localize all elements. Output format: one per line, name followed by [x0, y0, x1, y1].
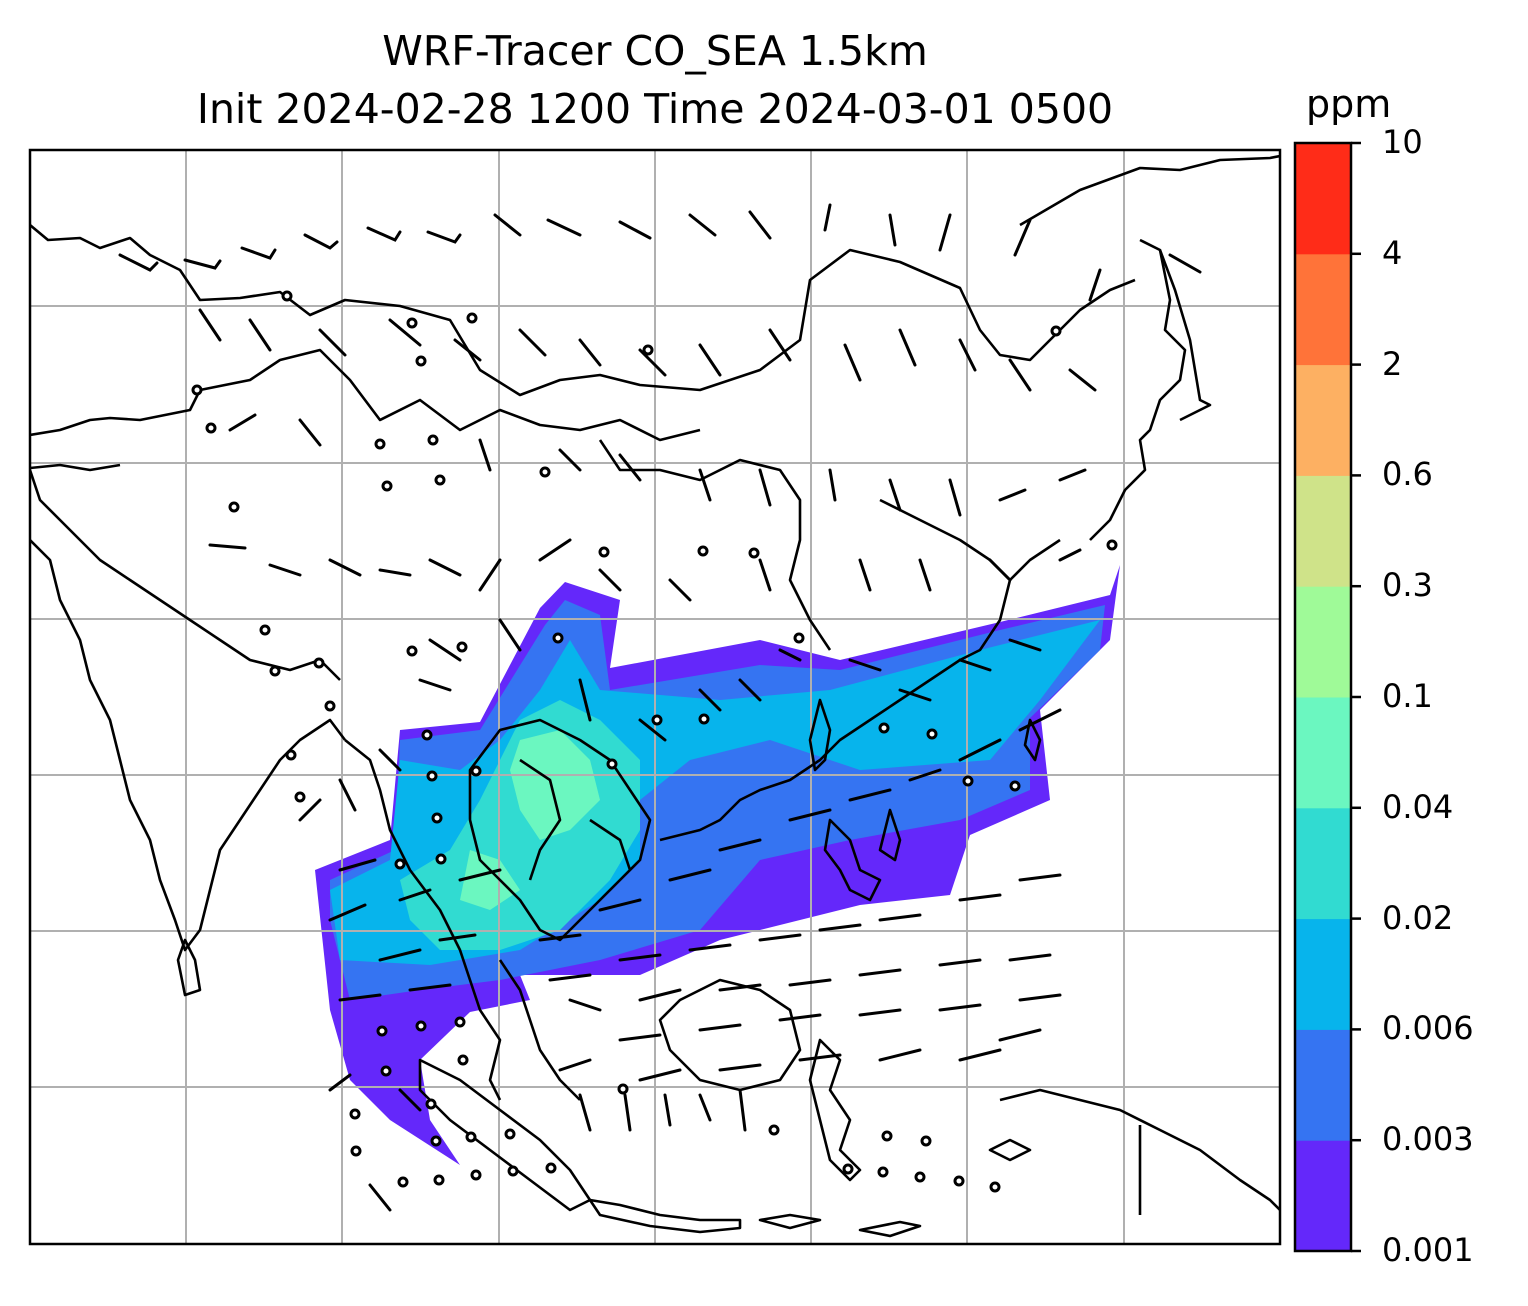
- china-east-coast: [659, 538, 1061, 842]
- colorbar-segment: [1295, 1140, 1351, 1252]
- china-border: [598, 439, 832, 651]
- borneo: [658, 978, 802, 1092]
- malay-peninsula: [498, 959, 581, 1101]
- colorbar-segment: [1295, 807, 1351, 920]
- map-frame: [28, 148, 1282, 1246]
- north-border: [30, 224, 1136, 397]
- calm-wind-markers: [191, 290, 1118, 1193]
- colorbar-segment: [1295, 253, 1351, 366]
- colorbar-segment: [1295, 586, 1351, 698]
- colorbar-tick-label: 0.04: [1382, 787, 1454, 826]
- central-asia-border: [30, 348, 701, 442]
- plume-level-0.04: [510, 730, 600, 840]
- colorbar-segment: [1295, 1029, 1351, 1141]
- colorbar-segments: [1295, 143, 1351, 1252]
- tracer-plume: [315, 565, 1120, 1165]
- sulawesi: [808, 1038, 862, 1182]
- colorbar-tick-label: 0.3: [1382, 566, 1433, 605]
- colorbar-ticks: [1351, 141, 1361, 1253]
- colorbar-tick-label: 0.001: [1382, 1231, 1474, 1269]
- india-coast: [30, 539, 347, 952]
- map-title-line2: Init 2024-02-28 1200 Time 2024-03-01 050…: [196, 85, 1114, 133]
- philippines: [808, 698, 832, 772]
- colorbar-tick-label: 0.006: [1382, 1009, 1474, 1048]
- colorbar-segment: [1295, 697, 1351, 809]
- indochina-coast: [468, 718, 652, 942]
- colorbar-segment: [1295, 918, 1351, 1030]
- map-area: [30, 150, 1280, 1244]
- colorbar-tick-label: 0.003: [1382, 1120, 1474, 1159]
- colorbar-tick-label: 0.02: [1382, 898, 1454, 937]
- java: [588, 1198, 742, 1234]
- colorbar-tick-label: 0.6: [1382, 455, 1433, 494]
- colorbar-segment: [1295, 143, 1351, 255]
- colorbar-tick-label: 0.1: [1382, 677, 1433, 715]
- coastlines: [30, 154, 1280, 1238]
- colorbar-unit-label: ppm: [1306, 82, 1392, 126]
- colorbar-tick-label: 10: [1382, 123, 1423, 161]
- wind-barbs: [118, 203, 1202, 1212]
- colorbar-tick-label: 2: [1382, 344, 1403, 383]
- map-title-line1: WRF-Tracer CO_SEA 1.5km: [382, 27, 928, 75]
- far-east-coast: [1019, 154, 1280, 227]
- colorbar-segment: [1295, 364, 1351, 476]
- korea-japan-coast: [1089, 238, 1187, 541]
- myanmar-coast: [344, 738, 502, 1101]
- colorbar-segment: [1295, 475, 1351, 587]
- plume-level-0.04b: [460, 850, 520, 910]
- colorbar-tick-label: 4: [1382, 233, 1403, 272]
- sumatra: [418, 1058, 592, 1212]
- gridlines: [30, 150, 1280, 1244]
- new-guinea: [999, 1088, 1280, 1211]
- colorbar: [1293, 141, 1361, 1253]
